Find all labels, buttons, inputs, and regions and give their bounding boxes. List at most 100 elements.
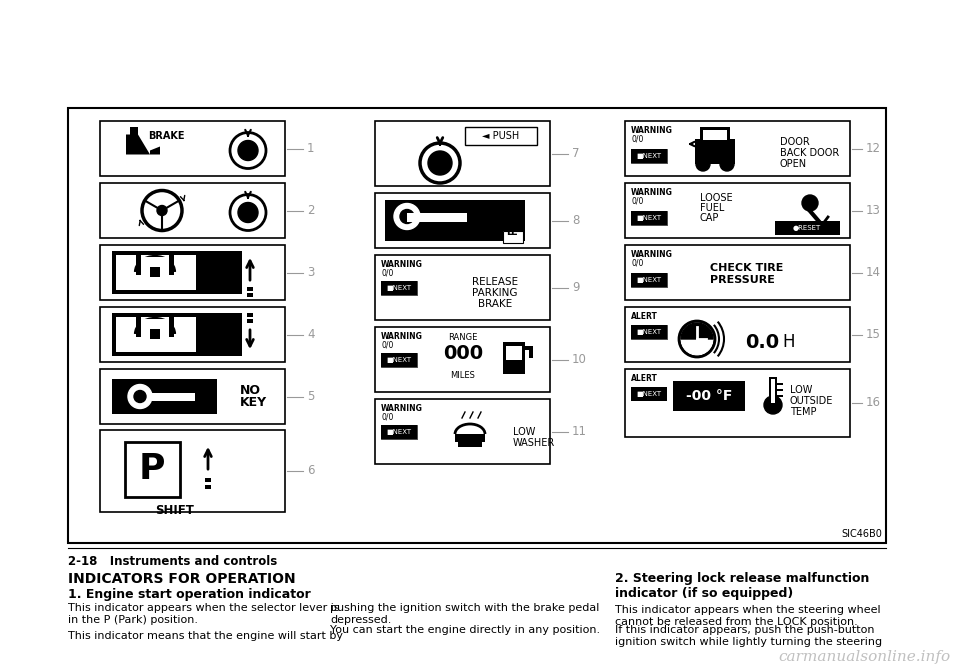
Bar [631, 149, 667, 163]
Bar [625, 183, 850, 238]
Circle shape [400, 210, 414, 224]
Bar [777, 395, 783, 397]
Wedge shape [681, 323, 713, 339]
Bar [205, 478, 211, 482]
Circle shape [238, 141, 258, 161]
Text: ■NEXT: ■NEXT [636, 215, 661, 221]
Text: DOOR: DOOR [780, 137, 809, 147]
Text: 14: 14 [866, 266, 881, 279]
Bar [631, 387, 667, 401]
Bar [631, 325, 667, 339]
Text: 2: 2 [307, 204, 315, 217]
Bar [465, 127, 537, 145]
Text: 12: 12 [866, 142, 881, 155]
Text: MILES: MILES [450, 371, 475, 380]
Text: BRAKE: BRAKE [148, 131, 184, 141]
Text: LOW: LOW [513, 427, 536, 437]
Bar [170, 400, 176, 406]
Bar [673, 381, 745, 411]
Bar [381, 425, 417, 439]
Text: 0/0: 0/0 [381, 413, 394, 422]
Text: 3: 3 [307, 266, 314, 279]
Text: ■NEXT: ■NEXT [387, 357, 412, 363]
Bar [247, 319, 253, 323]
Text: 2. Steering lock release malfunction
indicator (if so equipped): 2. Steering lock release malfunction ind… [615, 572, 870, 600]
Text: ■NEXT: ■NEXT [387, 285, 412, 291]
Bar [503, 231, 523, 243]
Text: P: P [139, 452, 165, 486]
Bar [695, 139, 735, 164]
Bar [375, 121, 550, 186]
Text: -00 °F: -00 °F [685, 389, 732, 403]
Text: 16: 16 [866, 396, 881, 410]
Text: RELEASE: RELEASE [472, 277, 518, 287]
Bar [247, 287, 253, 291]
Bar [130, 127, 138, 137]
Bar [503, 231, 523, 243]
Bar [205, 485, 211, 489]
Text: E: E [510, 227, 516, 237]
Text: 1: 1 [307, 142, 315, 155]
Bar [506, 346, 522, 360]
Text: 7: 7 [572, 147, 580, 160]
Bar [247, 293, 253, 297]
Text: OUTSIDE: OUTSIDE [790, 396, 833, 406]
Text: This indicator appears when the steering wheel
cannot be released from the LOCK : This indicator appears when the steering… [615, 605, 880, 627]
Bar [775, 221, 840, 235]
Text: TEMP: TEMP [790, 407, 817, 417]
Text: PARKING: PARKING [472, 288, 517, 298]
Circle shape [696, 157, 710, 171]
Text: 15: 15 [866, 328, 881, 341]
Bar [631, 273, 667, 287]
Bar [112, 251, 242, 294]
Bar [631, 273, 667, 287]
Text: ◄ PUSH: ◄ PUSH [482, 131, 519, 141]
Text: E: E [506, 227, 513, 237]
Bar [458, 442, 482, 447]
Circle shape [802, 195, 818, 211]
Bar [169, 255, 174, 275]
Text: 6: 6 [307, 465, 315, 477]
Bar [449, 222, 456, 230]
Bar [100, 430, 285, 512]
Text: LOOSE: LOOSE [700, 193, 732, 203]
Bar [136, 257, 174, 273]
Bar [375, 193, 550, 248]
Text: 5: 5 [307, 390, 314, 403]
Bar [100, 245, 285, 300]
Circle shape [157, 205, 167, 216]
Text: 0/0: 0/0 [631, 135, 643, 144]
Text: ■NEXT: ■NEXT [387, 429, 412, 435]
Circle shape [428, 151, 452, 175]
Bar [169, 317, 174, 337]
Text: ■NEXT: ■NEXT [636, 329, 661, 335]
Circle shape [394, 203, 420, 230]
Bar [631, 325, 667, 339]
Text: BACK DOOR: BACK DOOR [780, 148, 839, 158]
Text: FUEL: FUEL [700, 203, 725, 213]
Bar [631, 149, 667, 163]
Bar [381, 425, 417, 439]
Text: WARNING: WARNING [631, 250, 673, 259]
Circle shape [134, 390, 146, 402]
Bar [112, 313, 242, 356]
Bar [407, 212, 467, 222]
Text: ■NEXT: ■NEXT [636, 153, 661, 159]
Bar [625, 245, 850, 300]
Bar [136, 319, 174, 335]
Bar [150, 267, 160, 277]
Bar [700, 127, 730, 141]
Bar [625, 121, 850, 176]
Text: H: H [782, 333, 795, 351]
Bar [375, 399, 550, 464]
Bar [381, 353, 417, 367]
Circle shape [238, 203, 258, 222]
Text: 0/0: 0/0 [381, 341, 394, 350]
Bar [529, 346, 533, 358]
Text: This indicator appears when the selector lever is
in the P (Park) position.: This indicator appears when the selector… [68, 603, 340, 625]
Circle shape [720, 157, 734, 171]
Wedge shape [679, 321, 715, 357]
Polygon shape [150, 147, 160, 155]
Bar [150, 392, 195, 400]
Text: WARNING: WARNING [631, 188, 673, 197]
